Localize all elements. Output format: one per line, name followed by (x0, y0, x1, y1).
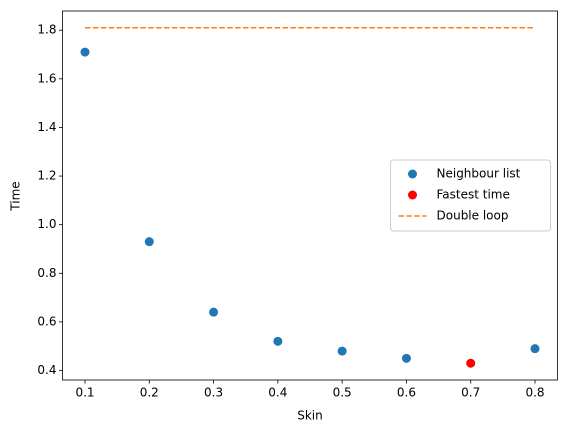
x-tick-label: 0.8 (525, 386, 544, 400)
legend-label: Double loop (437, 209, 509, 223)
point (466, 358, 476, 368)
point (144, 237, 154, 247)
legend-label: Fastest time (437, 188, 510, 202)
y-tick-label: 1.2 (37, 169, 56, 183)
plot-frame (62, 10, 558, 381)
y-axis-label: Time (9, 181, 23, 211)
legend-swatch (408, 169, 417, 179)
y-tick-label: 0.8 (37, 266, 56, 280)
x-tick-label: 0.7 (461, 386, 480, 400)
point (337, 346, 347, 356)
y-tick-label: 0.6 (37, 314, 56, 328)
x-tick-label: 0.5 (333, 386, 352, 400)
x-tick-label: 0.4 (268, 386, 287, 400)
y-tick-label: 0.4 (37, 363, 56, 377)
x-tick-label: 0.3 (204, 386, 223, 400)
legend-swatch (408, 190, 417, 200)
x-tick-label: 0.6 (397, 386, 416, 400)
x-tick-label: 0.2 (140, 386, 159, 400)
y-tick-label: 1.6 (37, 71, 56, 85)
point (273, 336, 283, 346)
x-tick-label: 0.1 (75, 386, 94, 400)
x-axis-label: Skin (297, 409, 323, 423)
point (80, 47, 90, 57)
legend-box (390, 159, 551, 232)
y-tick-label: 1.8 (37, 23, 56, 37)
legend-label: Neighbour list (437, 167, 521, 181)
point (209, 307, 219, 317)
y-tick-label: 1.0 (37, 217, 56, 231)
point (530, 344, 540, 354)
y-tick-label: 1.4 (37, 120, 56, 134)
point (401, 353, 411, 363)
